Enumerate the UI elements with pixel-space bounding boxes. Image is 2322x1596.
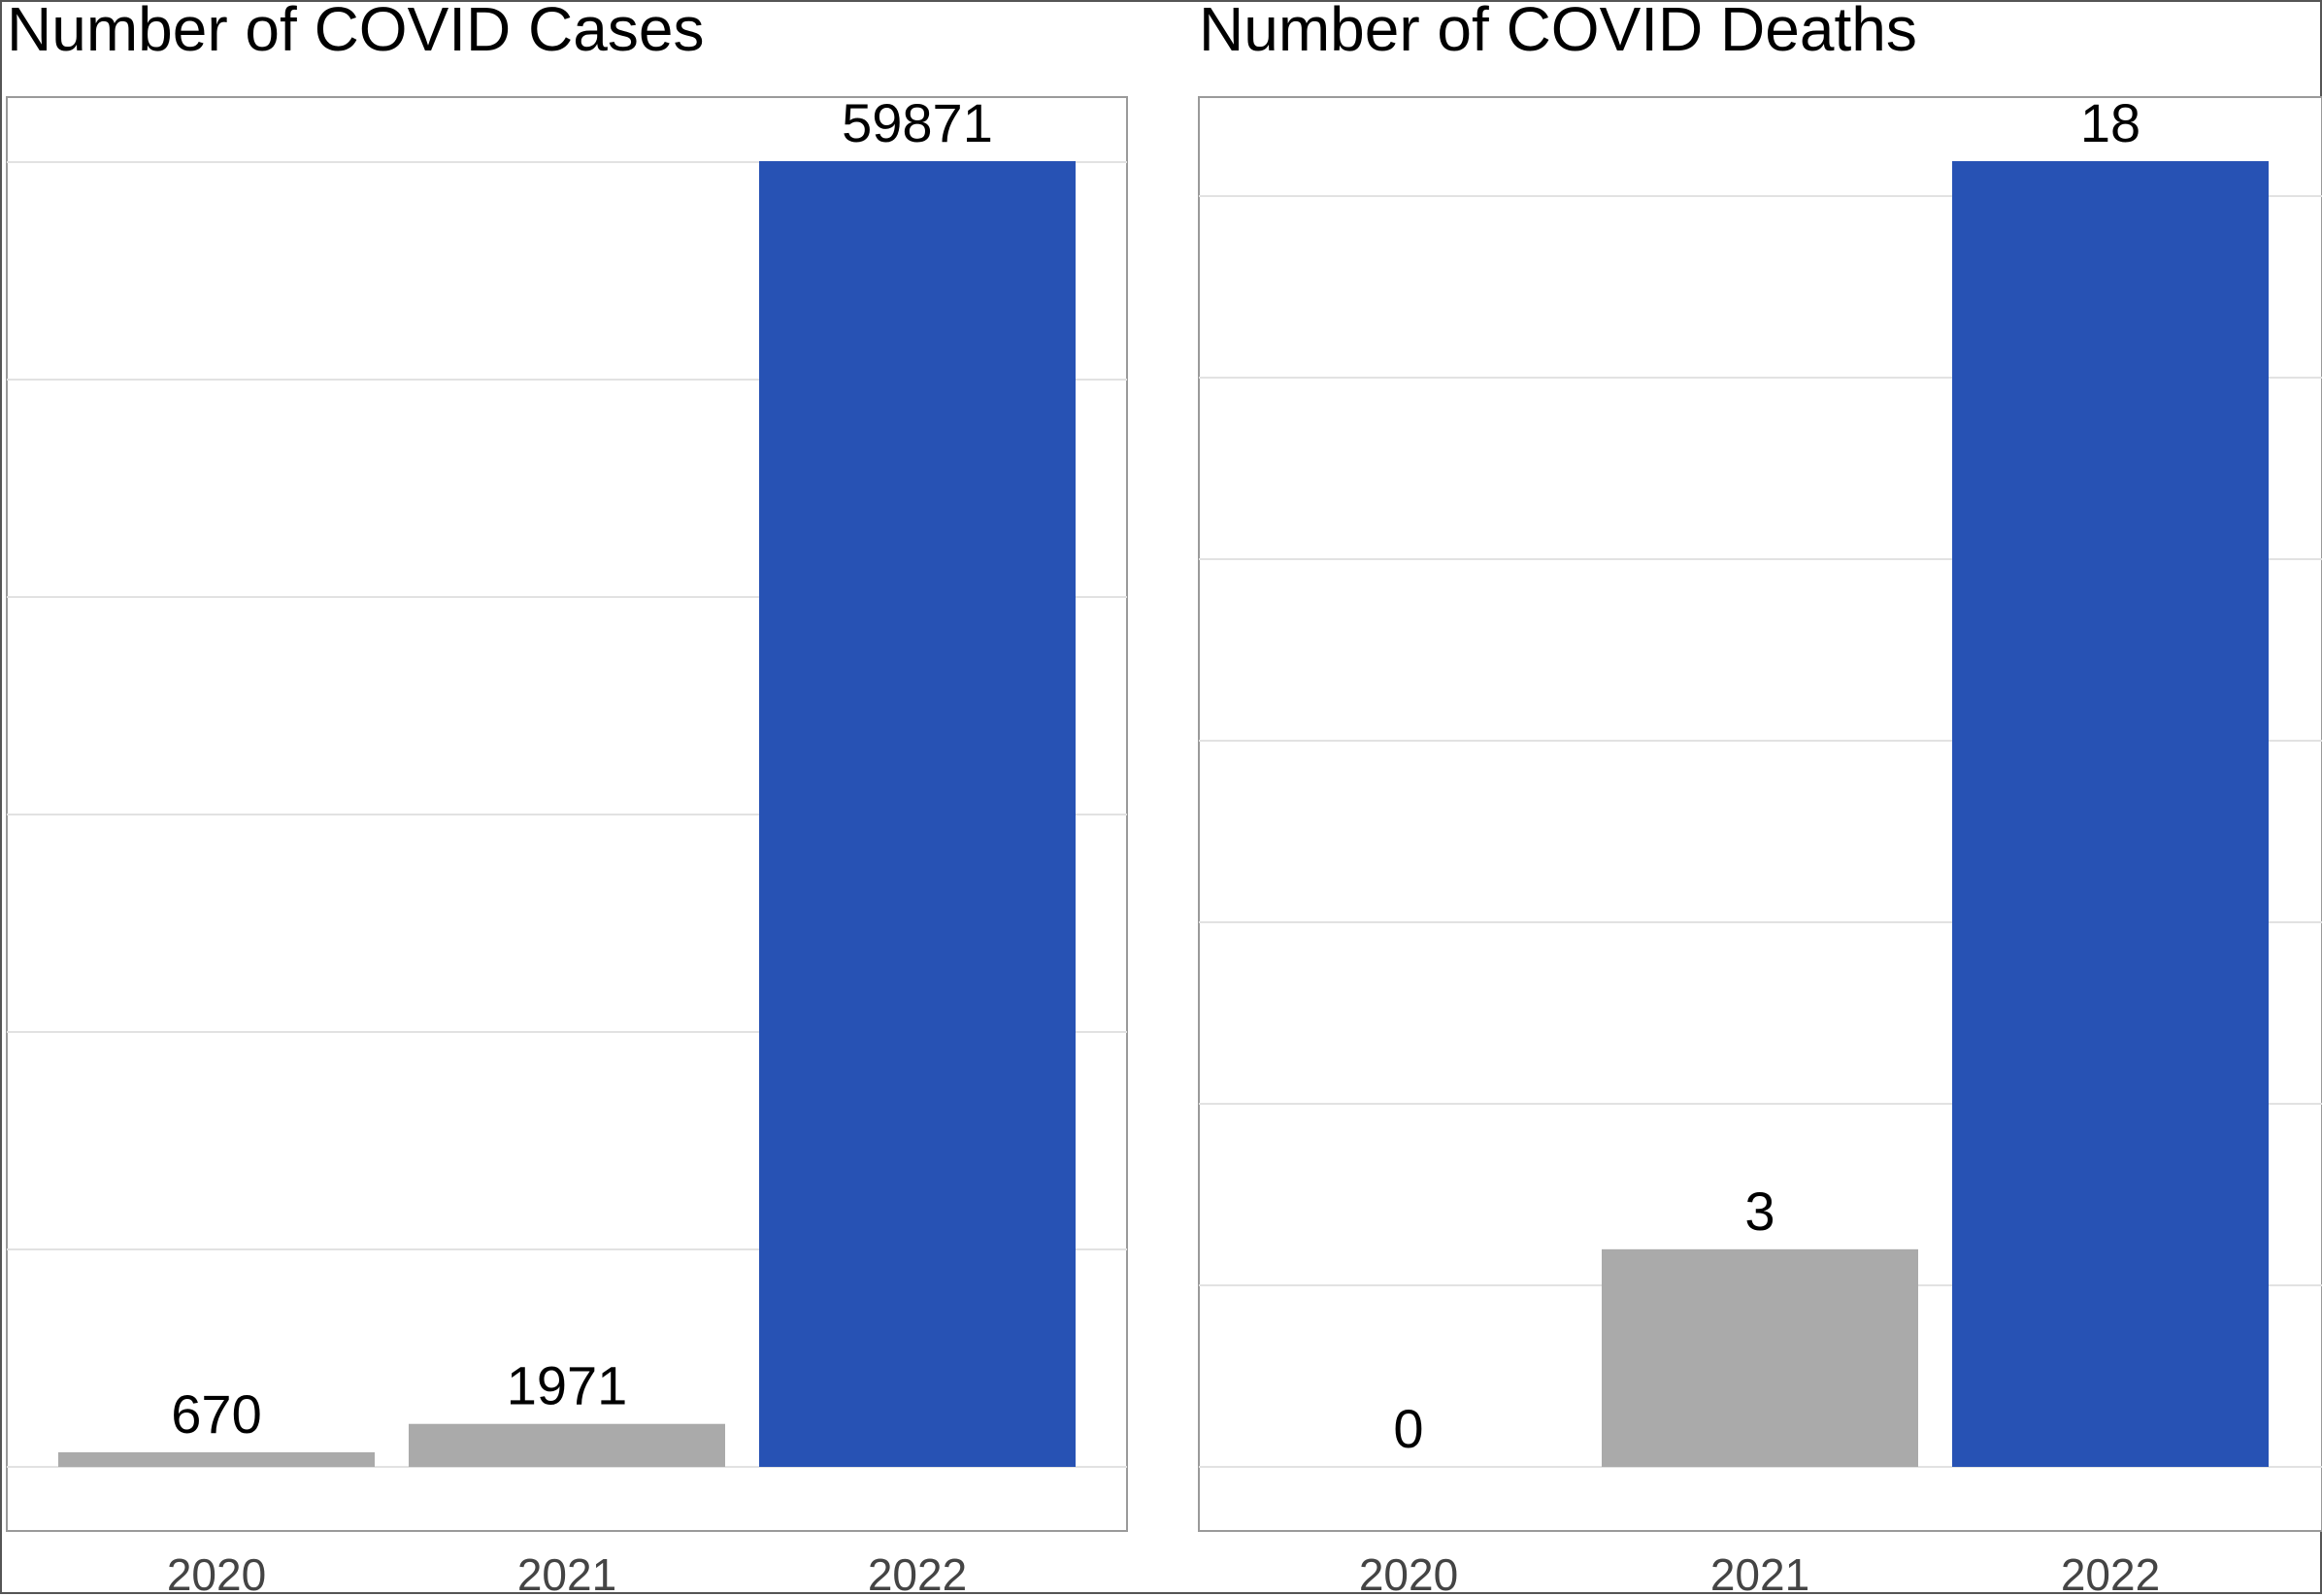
x-tick-label: 2020 bbox=[167, 1549, 266, 1596]
chart-title: Number of COVID Cases bbox=[7, 2, 704, 64]
chart-title: Number of COVID Deaths bbox=[1199, 2, 1917, 64]
x-tick-label: 2021 bbox=[1710, 1549, 1809, 1596]
x-tick-label: 2022 bbox=[868, 1549, 967, 1596]
bar-2021 bbox=[1602, 1248, 1918, 1467]
value-label: 0 bbox=[1393, 1398, 1423, 1459]
x-tick-label: 2020 bbox=[1359, 1549, 1458, 1596]
bar-2022 bbox=[1952, 161, 2269, 1467]
value-label: 18 bbox=[2080, 92, 2140, 153]
value-label: 1971 bbox=[507, 1355, 628, 1416]
x-tick-label: 2022 bbox=[2061, 1549, 2160, 1596]
bar-2022 bbox=[759, 161, 1076, 1467]
value-label: 59871 bbox=[842, 92, 993, 153]
bar-2021 bbox=[409, 1423, 725, 1467]
value-label: 670 bbox=[171, 1383, 261, 1445]
x-tick-label: 2021 bbox=[517, 1549, 616, 1596]
value-label: 3 bbox=[1744, 1180, 1775, 1242]
bar-2020 bbox=[58, 1451, 375, 1467]
